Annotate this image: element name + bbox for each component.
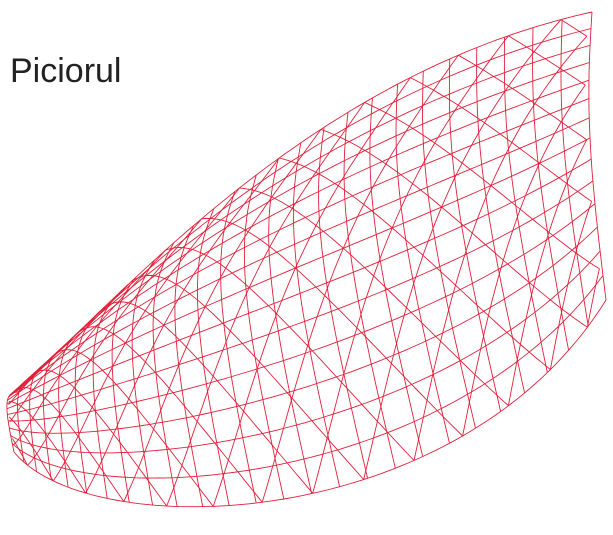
mesh-line: [320, 128, 588, 328]
mesh-line: [98, 301, 314, 494]
mesh-line: [165, 247, 415, 461]
mesh-line: [9, 281, 132, 423]
mesh-line: [292, 142, 341, 487]
mesh-line: [458, 54, 587, 141]
wireframe-foot: [6, 11, 607, 508]
mesh-line: [42, 344, 66, 480]
mesh-line: [9, 226, 598, 434]
mesh-line: [7, 117, 590, 401]
mesh-line: [8, 401, 86, 494]
mesh-line: [9, 79, 590, 396]
mesh-line: [560, 19, 589, 327]
mesh-line: [131, 274, 365, 480]
mesh-line: [549, 201, 593, 370]
mesh-line: [6, 158, 592, 410]
mesh-line: [8, 416, 54, 482]
mesh-line: [239, 187, 509, 407]
mesh-line: [17, 369, 168, 507]
mesh-line: [312, 35, 509, 494]
mesh-line: [11, 387, 125, 502]
mesh-line: [413, 35, 588, 461]
mesh-line: [11, 62, 590, 394]
mesh-line: [588, 11, 607, 301]
mesh-line: [7, 180, 594, 415]
mesh-line: [364, 101, 600, 270]
mesh-line: [67, 326, 263, 503]
mesh-line: [52, 187, 240, 482]
mesh-line: [12, 275, 604, 479]
mesh-line: [422, 71, 476, 429]
mesh-line: [243, 174, 285, 500]
title: Piciorul: [10, 52, 121, 90]
mesh-line: [6, 137, 591, 405]
mesh-line: [12, 438, 28, 466]
mesh-line: [37, 349, 214, 507]
mesh-line: [279, 157, 551, 370]
mesh-line: [586, 268, 600, 328]
mesh-line: [560, 19, 588, 37]
mesh-line: [201, 217, 463, 437]
mesh-line: [508, 35, 586, 86]
mesh-line: [13, 249, 166, 445]
mesh-line: [10, 250, 601, 454]
mesh-line: [220, 191, 257, 504]
mesh-line: [261, 54, 459, 503]
mesh-line: [13, 299, 607, 508]
mesh-line: [462, 84, 586, 437]
mesh-line: [8, 98, 590, 398]
mesh-line: [507, 139, 588, 406]
mesh-line: [410, 77, 592, 202]
